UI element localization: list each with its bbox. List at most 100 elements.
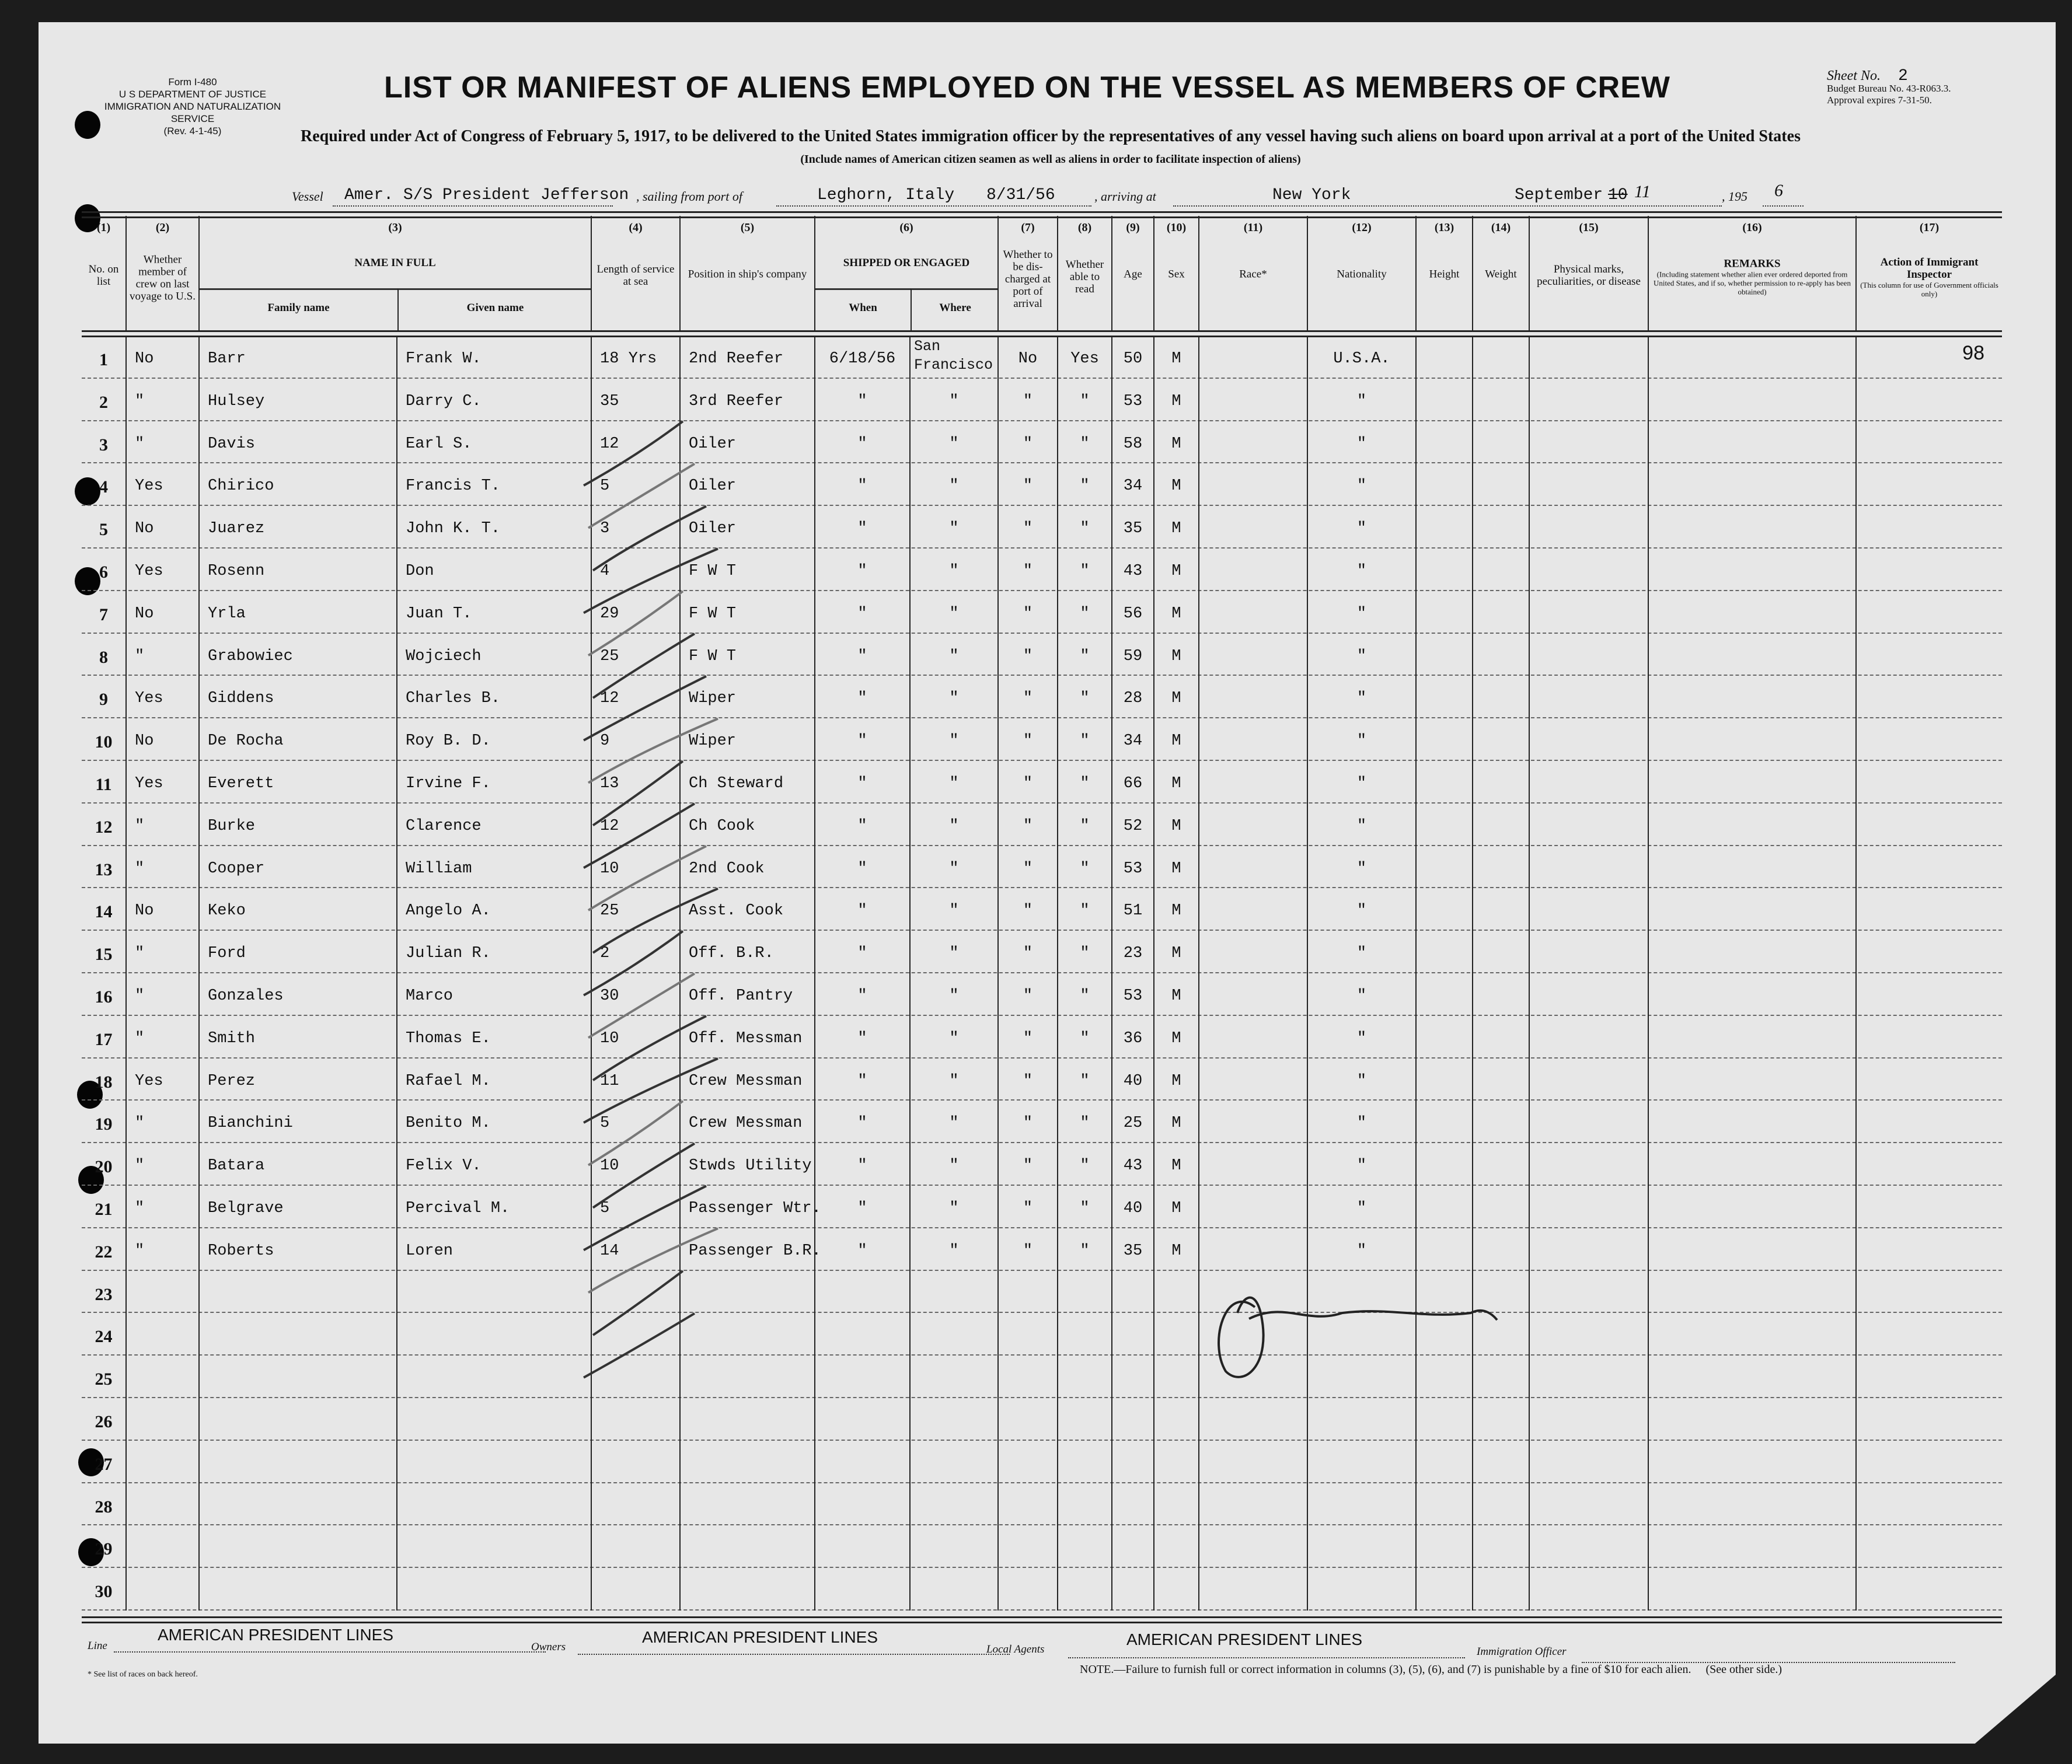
physical-marks-cell	[1529, 1228, 1648, 1271]
column-number: (10)	[1166, 221, 1187, 234]
position-cell: Wiper	[679, 718, 814, 761]
able-to-read-cell: "	[1057, 760, 1111, 804]
row-number: 1	[99, 350, 108, 369]
family-name-cell: Cooper	[198, 846, 396, 889]
physical-marks-cell	[1529, 548, 1648, 591]
physical-marks-cell	[1529, 463, 1648, 507]
age-cell: 51	[1111, 888, 1153, 931]
physical-marks-cell	[1529, 846, 1648, 889]
race-cell	[1198, 931, 1307, 973]
column-number: (3)	[388, 221, 402, 234]
family-name-cell: Bianchini	[198, 1101, 396, 1144]
shipped-when-cell	[814, 1313, 909, 1356]
column-title: Nationality	[1337, 268, 1387, 281]
column-header-c11: (11) Race*	[1198, 216, 1307, 330]
discharged-cell	[997, 1270, 1057, 1314]
height-cell	[1415, 1440, 1472, 1483]
position-cell: Off. B.R.	[679, 931, 814, 973]
given-name-cell	[396, 1483, 591, 1526]
last-voyage-cell: "	[125, 803, 198, 846]
table-row: 17 " Smith Thomas E. 10 Off. Messman " " " " 36 M "	[82, 1015, 2002, 1059]
last-voyage-cell: "	[125, 1143, 198, 1186]
discharged-cell: "	[997, 591, 1057, 634]
inspector-action-cell	[1855, 1185, 2002, 1228]
weight-cell	[1472, 1101, 1529, 1144]
column-subheader: Given name	[397, 288, 592, 330]
last-voyage-cell: "	[125, 1185, 198, 1228]
length-of-service-cell: 12	[591, 421, 679, 464]
punch-hole	[75, 477, 100, 505]
nationality-cell	[1307, 1270, 1415, 1314]
given-name-cell: Darry C.	[396, 378, 591, 421]
family-name-cell: De Rocha	[198, 718, 396, 761]
shipped-when-cell	[814, 1440, 909, 1483]
given-name-cell: Juan T.	[396, 591, 591, 634]
shipped-when-cell: 6/18/56	[814, 336, 909, 379]
year-digit: 6	[1774, 181, 1783, 200]
position-cell	[679, 1568, 814, 1611]
owners-value: AMERICAN PRESIDENT LINES	[642, 1628, 878, 1646]
subtitle-note: (Include names of American citizen seame…	[800, 153, 1301, 166]
nationality-cell: "	[1307, 803, 1415, 846]
weight-cell	[1472, 1143, 1529, 1186]
shipped-when-cell: "	[814, 931, 909, 973]
physical-marks-cell	[1529, 760, 1648, 804]
column-label: Weight	[1474, 268, 1527, 281]
weight-cell	[1472, 1440, 1529, 1483]
last-voyage-cell: "	[125, 378, 198, 421]
shipped-where-cell: "	[909, 1228, 997, 1271]
table-row: 30	[82, 1568, 2002, 1611]
race-cell	[1198, 1101, 1307, 1144]
age-cell	[1111, 1483, 1153, 1526]
sex-cell: M	[1153, 1185, 1198, 1228]
remarks-cell	[1648, 336, 1855, 379]
discharged-cell: "	[997, 378, 1057, 421]
height-cell	[1415, 591, 1472, 634]
nationality-cell: U.S.A.	[1307, 336, 1415, 379]
service: IMMIGRATION AND NATURALIZATION SERVICE	[104, 101, 281, 124]
nationality-cell: "	[1307, 1015, 1415, 1059]
able-to-read-cell: "	[1057, 888, 1111, 931]
row-number: 26	[95, 1412, 113, 1431]
remarks-cell	[1648, 1101, 1855, 1144]
family-name-cell	[198, 1313, 396, 1356]
row-number: 13	[95, 860, 113, 879]
column-number: (1)	[96, 221, 111, 234]
shipped-when-cell: "	[814, 463, 909, 507]
table-row: 2 " Hulsey Darry C. 35 3rd Reefer " " " " 53 M "	[82, 378, 2002, 421]
table-row: 26	[82, 1398, 2002, 1441]
shipped-where-cell	[909, 1356, 997, 1398]
able-to-read-cell	[1057, 1356, 1111, 1398]
able-to-read-cell: "	[1057, 931, 1111, 973]
form-number: Form I-480	[168, 76, 217, 88]
discharged-cell: "	[997, 421, 1057, 464]
table-row: 20 " Batara Felix V. 10 Stwds Utility " " " " 43 M "	[82, 1143, 2002, 1186]
row-number: 20	[95, 1157, 113, 1177]
sex-cell	[1153, 1440, 1198, 1483]
race-cell	[1198, 973, 1307, 1016]
able-to-read-cell	[1057, 1483, 1111, 1526]
weight-cell	[1472, 1270, 1529, 1314]
able-to-read-cell: Yes	[1057, 336, 1111, 379]
able-to-read-cell: "	[1057, 506, 1111, 549]
column-subheader: Where	[911, 288, 999, 330]
column-title: Age	[1124, 268, 1142, 281]
weight-cell	[1472, 718, 1529, 761]
row-number: 27	[95, 1454, 113, 1474]
nationality-cell	[1307, 1568, 1415, 1611]
column-title: Position in ship's company	[688, 268, 807, 281]
shipped-when-cell: "	[814, 1058, 909, 1101]
column-header-c8: (8) Whether able to read	[1057, 216, 1111, 330]
height-cell	[1415, 1185, 1472, 1228]
shipped-when-cell: "	[814, 421, 909, 464]
arrival-month: September	[1515, 186, 1603, 204]
sex-cell	[1153, 1483, 1198, 1526]
given-name-cell: Marco	[396, 973, 591, 1016]
height-cell	[1415, 1228, 1472, 1271]
family-name-cell: Hulsey	[198, 378, 396, 421]
nationality-cell: "	[1307, 973, 1415, 1016]
weight-cell	[1472, 803, 1529, 846]
given-name-cell: Frank W.	[396, 336, 591, 379]
column-number: (7)	[1021, 221, 1035, 234]
able-to-read-cell: "	[1057, 633, 1111, 676]
